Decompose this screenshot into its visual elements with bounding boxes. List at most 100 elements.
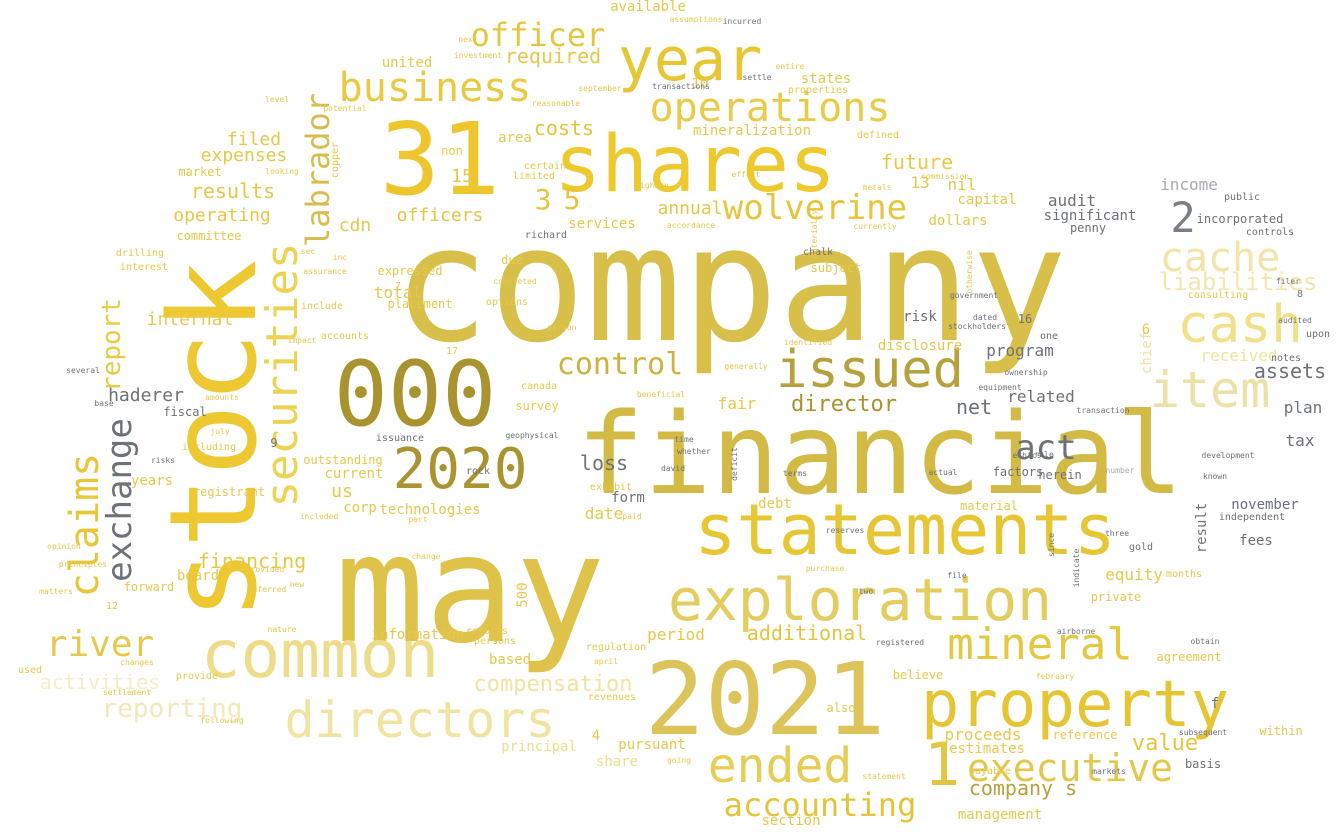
cloud-word-principal: principal	[501, 739, 577, 755]
cloud-word-year: year	[617, 25, 763, 95]
cloud-word-received: received	[1200, 346, 1278, 365]
cloud-word-part: part	[408, 515, 428, 524]
cloud-word-materially: materially	[810, 209, 819, 259]
cloud-word-incorporated: incorporated	[1196, 212, 1284, 226]
cloud-word-options: options	[485, 297, 529, 308]
cloud-word-identified: identified	[783, 338, 833, 347]
cloud-word-statements: statements	[694, 489, 1116, 571]
cloud-word-expenses: expenses	[200, 145, 288, 166]
cloud-word-gold: gold	[1128, 542, 1154, 553]
cloud-word-2: 2	[1170, 193, 1196, 242]
cloud-word-500: 500	[515, 582, 531, 608]
cloud-word-act: act	[1015, 428, 1077, 468]
cloud-word-wolverine: wolverine	[722, 188, 908, 228]
cloud-word-10: 10	[691, 76, 709, 92]
cloud-word-cash: cash	[1177, 295, 1303, 355]
cloud-word-currently: currently	[853, 222, 897, 231]
cloud-word-nil: nil	[947, 175, 977, 194]
cloud-word-registered: registered	[875, 638, 925, 647]
cloud-word-ownership: ownership	[1004, 368, 1048, 377]
cloud-word-used: used	[17, 665, 43, 676]
cloud-word-risks: risks	[150, 456, 176, 465]
cloud-word-assets: assets	[1253, 359, 1327, 383]
cloud-word-november: november	[1231, 497, 1299, 513]
cloud-word-potential: potential	[323, 104, 367, 113]
cloud-word-additional: additional	[746, 621, 868, 645]
cloud-word-business: business	[338, 65, 532, 111]
cloud-word-chief: chief	[1139, 331, 1155, 375]
cloud-word-management: management	[957, 807, 1043, 823]
cloud-word-fair: fair	[717, 394, 757, 413]
cloud-word-4: 4	[591, 728, 601, 744]
cloud-word-annual: annual	[657, 198, 723, 219]
cloud-word-issuance: issuance	[375, 433, 425, 444]
cloud-word-000: 000	[333, 342, 497, 447]
cloud-word-entire: entire	[775, 62, 805, 71]
cloud-word-compensation: compensation	[473, 672, 633, 697]
cloud-word-internal: internal	[146, 309, 234, 330]
cloud-word-plan: plan	[1283, 398, 1323, 417]
cloud-word-financial: financial	[576, 390, 1184, 520]
cloud-word-penny: penny	[1069, 221, 1107, 235]
cloud-word-july: july	[210, 427, 230, 436]
cloud-word-two: two	[858, 587, 874, 596]
cloud-word-paid: paid	[622, 512, 642, 521]
cloud-word-dollars: dollars	[928, 213, 988, 229]
cloud-word-geophysical: geophysical	[505, 431, 559, 440]
cloud-word-report: report	[97, 298, 127, 392]
cloud-word-operating: operating	[173, 205, 271, 226]
cloud-word-disclosure: disclosure	[877, 338, 963, 354]
cloud-word-consulting: consulting	[1187, 290, 1249, 301]
cloud-word-section: section	[761, 813, 821, 829]
cloud-word-expressed: expressed	[377, 264, 443, 278]
cloud-word-public: public	[1223, 192, 1261, 203]
cloud-word-information: information	[371, 627, 465, 643]
cloud-word-chalk: chalk	[802, 247, 834, 258]
cloud-word-haderer: haderer	[108, 385, 184, 406]
cloud-word-person: person	[547, 323, 577, 332]
cloud-word-impact: impact	[287, 336, 317, 345]
cloud-word-committee: committee	[176, 229, 242, 243]
cloud-word-basis: basis	[1184, 757, 1222, 771]
cloud-word-change: change	[411, 552, 441, 561]
cloud-word-exhibit: exhibit	[589, 482, 633, 493]
cloud-word-years: years	[130, 473, 174, 489]
cloud-word-investment: investment	[453, 51, 503, 60]
cloud-word-whether: whether	[677, 447, 711, 456]
cloud-word-6: 6	[1141, 322, 1151, 338]
cloud-word-including: including	[181, 442, 237, 453]
cloud-word-transactions: transactions	[652, 82, 710, 91]
cloud-word-operations: operations	[649, 85, 891, 131]
cloud-word-fiscal: fiscal	[163, 405, 207, 419]
cloud-word-revenues: revenues	[587, 692, 637, 703]
cloud-word-loss: loss	[579, 451, 629, 475]
cloud-word-income: income	[1160, 175, 1218, 194]
cloud-word-file: file	[947, 571, 967, 580]
cloud-word-audit: audit	[1047, 191, 1097, 210]
cloud-word-7: 7	[394, 281, 402, 292]
cloud-word-available: available	[610, 0, 686, 15]
cloud-word-estimates: estimates	[949, 741, 1025, 757]
cloud-word-properties: properties	[787, 85, 849, 96]
cloud-word-liabilities: liabilities	[1158, 268, 1318, 296]
cloud-word-based: based	[488, 652, 532, 668]
cloud-word-stockholders: stockholders	[948, 322, 1006, 331]
cloud-word-defined: defined	[856, 130, 900, 141]
cloud-word-pursuant: pursuant	[618, 737, 686, 753]
cloud-word-deferred: deferred	[247, 585, 287, 594]
cloud-word-executive: executive	[967, 746, 1173, 790]
cloud-word-otherwise: otherwise	[965, 250, 974, 294]
cloud-word-form: form	[611, 490, 645, 506]
cloud-word-amounts: amounts	[205, 393, 239, 402]
cloud-word-related: related	[1007, 387, 1075, 406]
cloud-word-purchase: purchase	[805, 564, 845, 573]
cloud-word-board: board	[176, 568, 220, 584]
cloud-word-non: non	[441, 144, 463, 158]
cloud-word-controls: controls	[1245, 227, 1295, 238]
cloud-word-property: property	[920, 668, 1230, 742]
cloud-word-markets: markets	[1092, 767, 1126, 776]
cloud-word-dated: dated	[972, 313, 998, 322]
cloud-word-known: known	[1202, 472, 1228, 481]
cloud-word-months: months	[1165, 569, 1203, 580]
cloud-word-time: time	[674, 435, 694, 444]
